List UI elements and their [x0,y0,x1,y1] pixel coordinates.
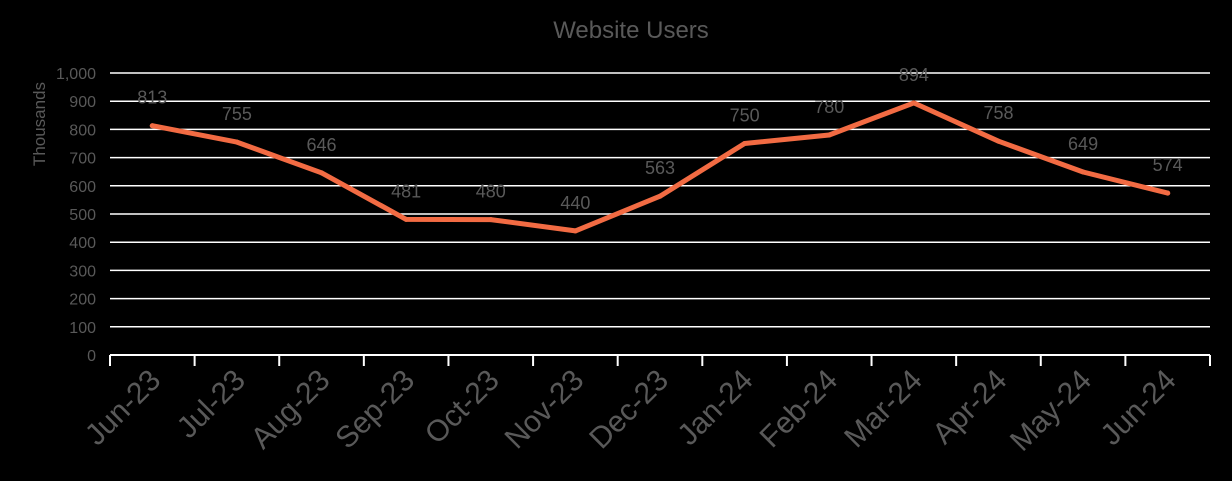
y-axis-ticks: 0 100 200 300 400 500 600 700 800 900 1,000 [56,66,96,365]
x-axis [109,354,1211,366]
data-point [234,139,240,145]
y-tick-label: 0 [87,348,96,365]
y-tick-label: 1,000 [56,66,96,83]
data-point [911,100,917,106]
y-tick-label: 100 [69,320,96,337]
x-tick-label: Jul-23 [171,364,252,445]
data-label: 481 [391,181,421,201]
x-tick-label: Feb-24 [754,364,845,455]
y-tick-label: 400 [69,235,96,252]
x-tick-label: Dec-23 [583,364,675,456]
data-label: 480 [476,182,506,202]
x-tick-label: Mar-24 [838,364,929,455]
data-labels: 813 755 646 481 480 440 563 750 780 894 758 649 574 [137,65,1182,213]
x-axis-ticks: Jun-23 Jul-23Aug-23Sep-23Oct-23Nov-23Dec-… [79,364,1183,458]
data-label: 563 [645,158,675,178]
data-label: 750 [730,106,760,126]
y-tick-label: 300 [69,263,96,280]
x-tick-label: Nov-23 [499,364,591,456]
data-label: 813 [137,88,167,108]
y-tick-label: 500 [69,207,96,224]
x-tick-label: Jan-24 [671,364,759,452]
data-point [488,217,494,223]
y-tick-label: 600 [69,179,96,196]
y-tick-label: 900 [69,94,96,111]
data-point [572,228,578,234]
x-tick-label: Oct-23 [419,364,506,451]
x-tick-label: Sep-23 [329,364,421,456]
chart-title: Website Users [553,17,709,44]
data-label: 894 [899,65,929,85]
data-point [319,170,325,176]
data-label: 758 [983,103,1013,123]
x-tick-label: Jun-24 [1094,364,1182,452]
data-point [742,141,748,146]
series-group [149,100,1171,234]
data-point [1080,169,1086,175]
data-label: 649 [1068,134,1098,154]
x-tick-label: May-24 [1004,364,1098,458]
data-label: 755 [222,104,252,124]
data-point [995,138,1001,144]
x-tick-label: Jun-23 [79,364,167,452]
data-point [657,193,663,199]
data-point [1165,190,1171,196]
gridlines [110,72,1210,328]
data-point [403,216,409,222]
y-tick-label: 700 [69,151,96,168]
data-point [826,132,832,138]
x-tick-label: Aug-23 [245,364,337,456]
data-label: 440 [560,193,590,213]
y-axis-label: Thousands [30,82,49,166]
data-label: 646 [307,135,337,155]
y-tick-label: 800 [69,122,96,139]
data-point [149,123,155,129]
y-tick-label: 200 [69,292,96,309]
data-label: 574 [1153,155,1183,175]
data-label: 780 [814,97,844,117]
x-tick-label: Apr-24 [926,364,1013,451]
